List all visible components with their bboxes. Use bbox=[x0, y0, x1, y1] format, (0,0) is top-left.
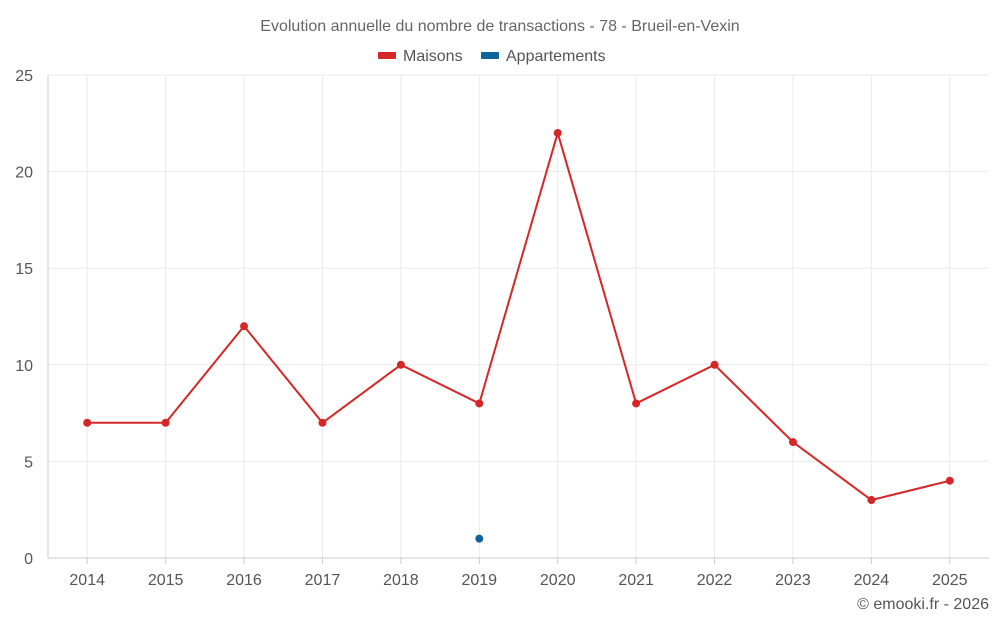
x-tick-label: 2021 bbox=[618, 572, 654, 589]
y-tick-label: 5 bbox=[24, 454, 33, 471]
legend: Maisons Appartements bbox=[378, 48, 606, 65]
x-tick-label: 2015 bbox=[148, 572, 184, 589]
data-point-maisons[interactable] bbox=[396, 360, 405, 369]
y-tick-label: 25 bbox=[15, 68, 33, 85]
x-tick-label: 2020 bbox=[540, 572, 576, 589]
x-tick-labels: 2014 2015 2016 2017 2018 2019 2020 2021 2022 2023… bbox=[69, 572, 967, 589]
legend-label-appartements: Appartements bbox=[506, 48, 606, 65]
axes bbox=[47, 75, 989, 564]
data-point-maisons[interactable] bbox=[710, 360, 719, 369]
legend-item-appartements[interactable]: Appartements bbox=[481, 48, 606, 65]
x-tick-label: 2016 bbox=[226, 572, 262, 589]
data-point-maisons[interactable] bbox=[161, 418, 170, 427]
x-tick-label: 2017 bbox=[305, 572, 341, 589]
legend-swatch-maisons bbox=[378, 52, 396, 59]
data-point-maisons[interactable] bbox=[867, 496, 876, 505]
x-tick-label: 2014 bbox=[69, 572, 105, 589]
series bbox=[83, 128, 954, 543]
legend-item-maisons[interactable]: Maisons bbox=[378, 48, 463, 65]
data-point-maisons[interactable] bbox=[240, 322, 249, 331]
data-point-maisons[interactable] bbox=[632, 399, 641, 408]
series-line-maisons bbox=[87, 131, 951, 502]
series-maisons bbox=[83, 128, 954, 505]
legend-swatch-appartements bbox=[481, 52, 499, 59]
chart-title: Evolution annuelle du nombre de transact… bbox=[260, 18, 739, 35]
credit-text: © emooki.fr - 2026 bbox=[857, 596, 989, 613]
data-point-maisons[interactable] bbox=[945, 476, 954, 485]
x-tick-label: 2024 bbox=[854, 572, 890, 589]
data-point-maisons[interactable] bbox=[788, 438, 797, 447]
data-point-appartements[interactable] bbox=[475, 534, 484, 543]
x-tick-label: 2022 bbox=[697, 572, 733, 589]
y-tick-label: 20 bbox=[15, 165, 33, 182]
legend-label-maisons: Maisons bbox=[403, 48, 463, 65]
gridlines bbox=[48, 74, 989, 558]
x-tick-label: 2018 bbox=[383, 572, 419, 589]
y-tick-label: 15 bbox=[15, 261, 33, 278]
x-tick-label: 2025 bbox=[932, 572, 968, 589]
data-point-maisons[interactable] bbox=[318, 418, 327, 427]
x-tick-label: 2023 bbox=[775, 572, 811, 589]
data-point-maisons[interactable] bbox=[553, 128, 562, 137]
y-tick-label: 0 bbox=[24, 551, 33, 568]
data-point-maisons[interactable] bbox=[83, 418, 92, 427]
x-tick-label: 2019 bbox=[461, 572, 497, 589]
y-tick-label: 10 bbox=[15, 358, 33, 375]
series-appartements bbox=[475, 534, 484, 543]
y-tick-labels: 0 5 10 15 20 25 bbox=[15, 68, 33, 568]
data-point-maisons[interactable] bbox=[475, 399, 484, 408]
